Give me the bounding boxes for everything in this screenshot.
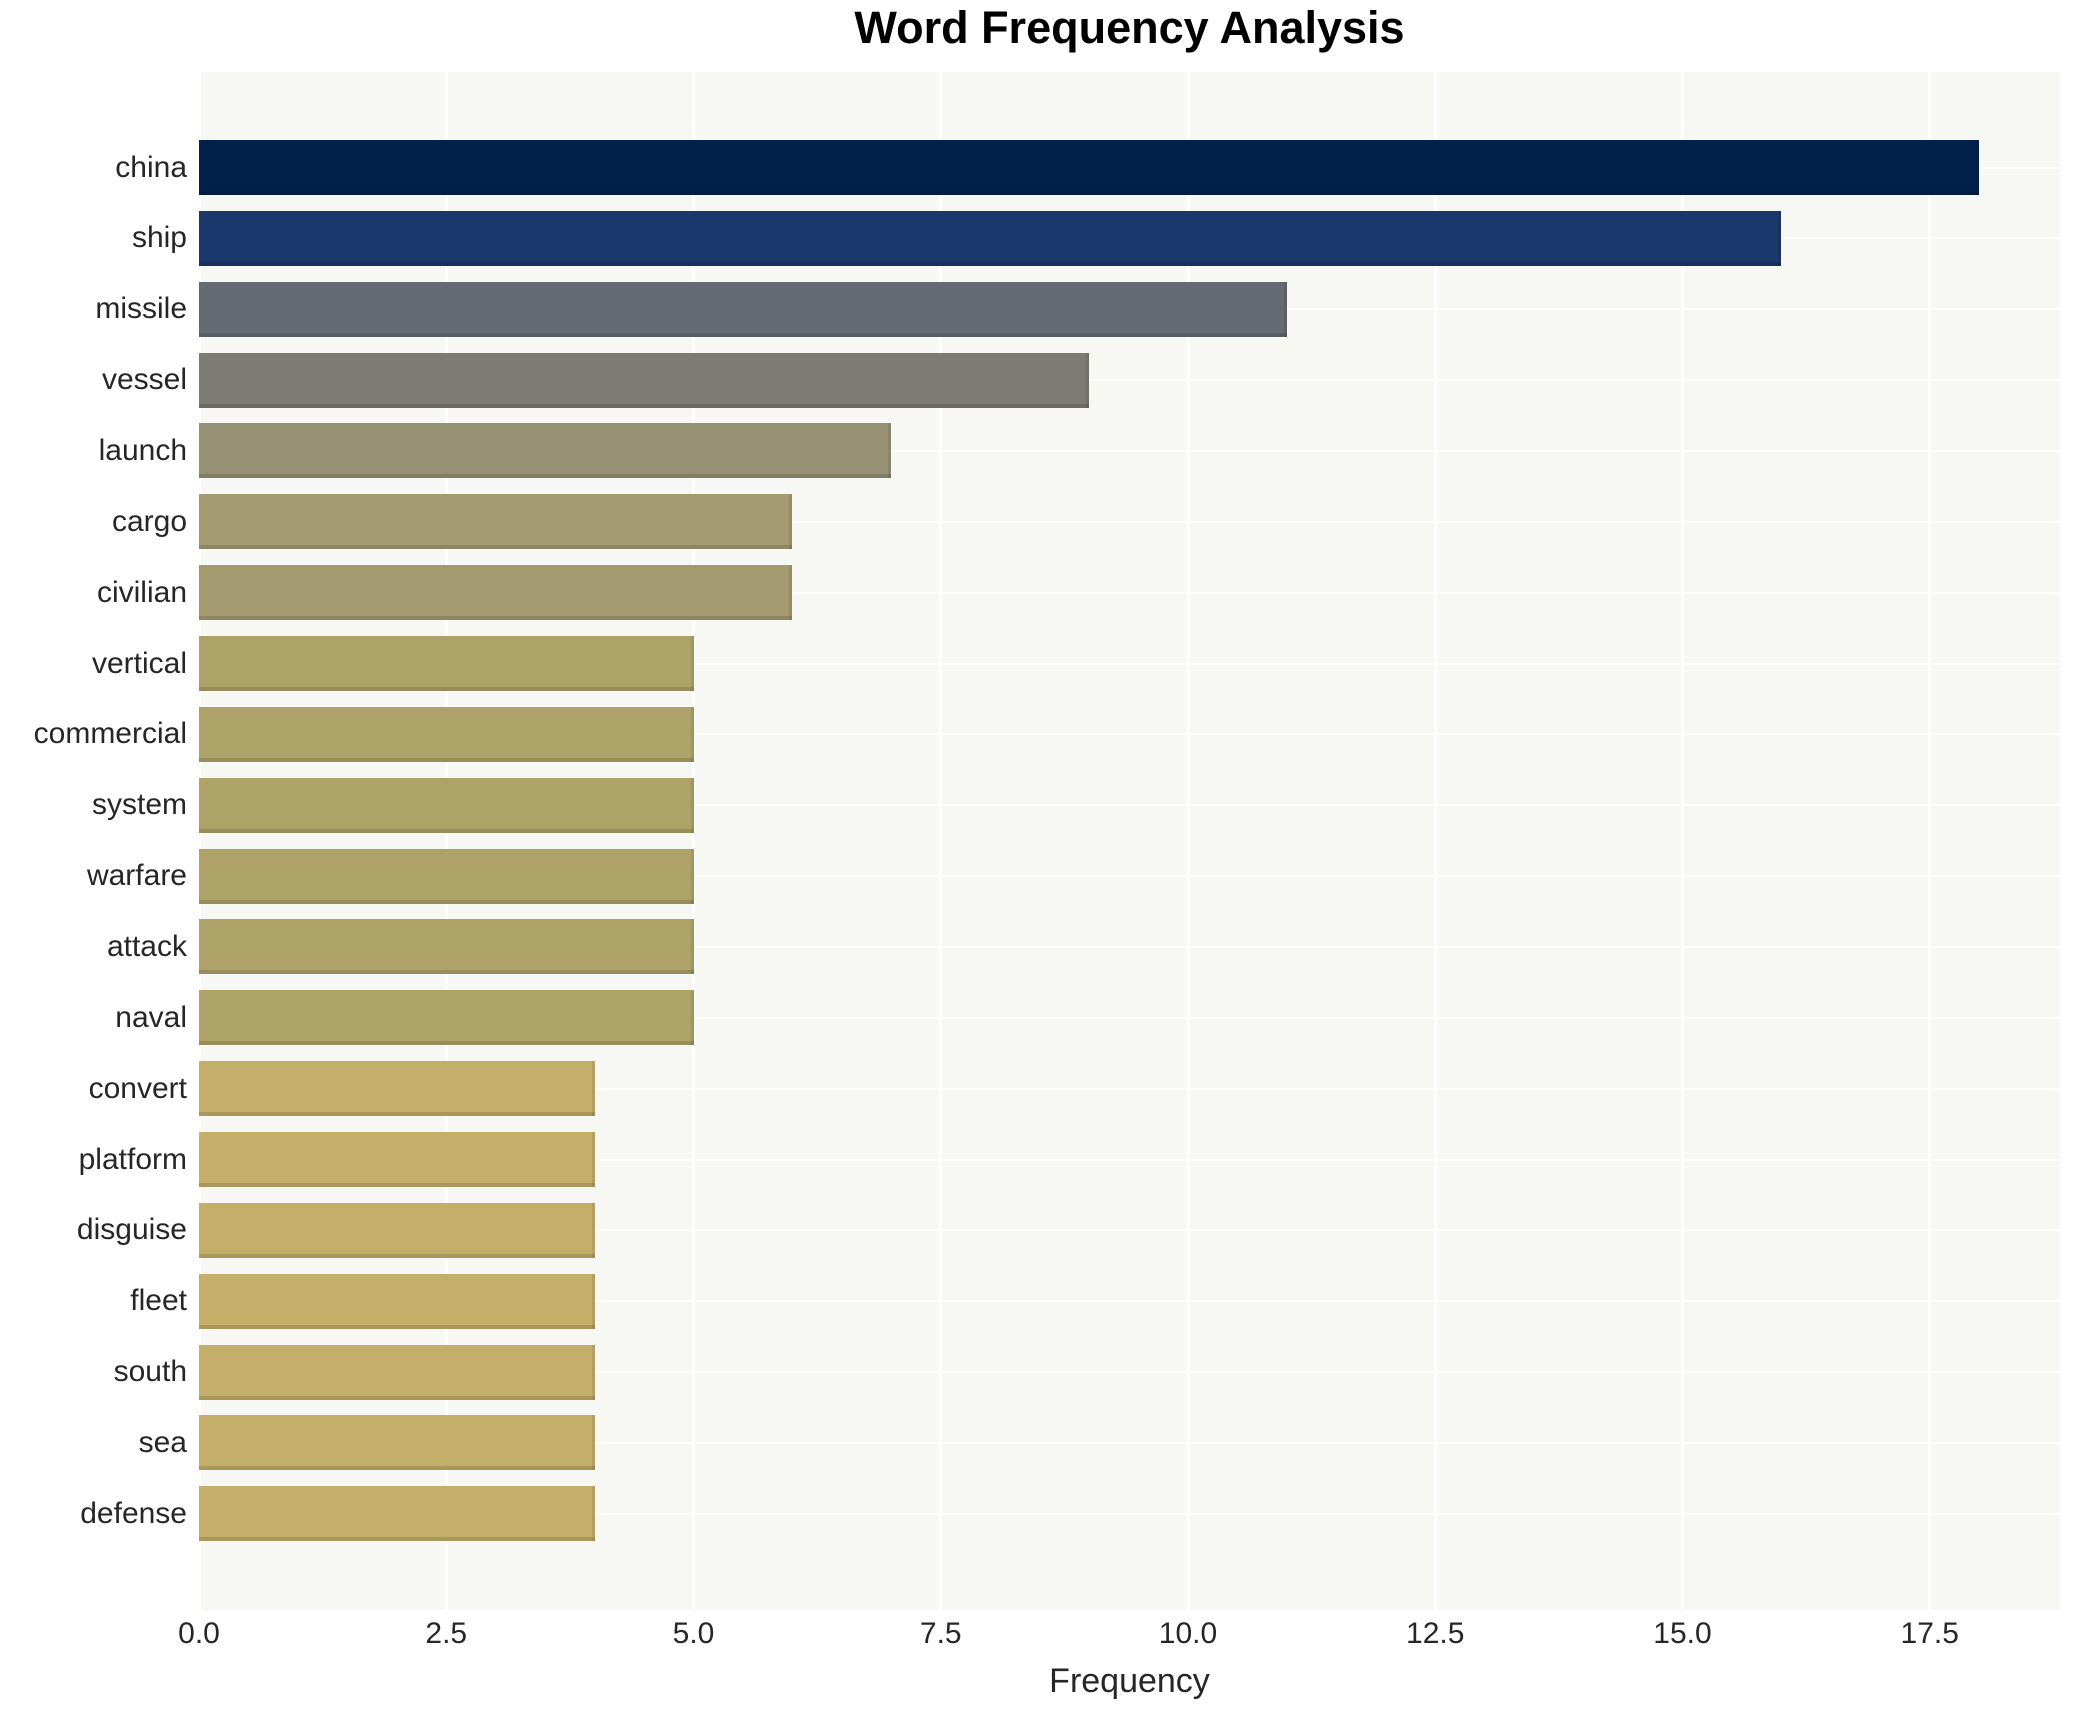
frequency-bar-south — [199, 1344, 595, 1400]
horizontal-gridline — [199, 1300, 2060, 1303]
x-tick-label-0.0: 0.0 — [178, 1617, 220, 1650]
frequency-bar-disguise — [199, 1202, 595, 1258]
category-label-sea: sea — [138, 1425, 187, 1459]
frequency-bar-defense — [199, 1486, 595, 1542]
horizontal-gridline — [199, 1441, 2060, 1444]
category-label-naval: naval — [115, 1000, 187, 1034]
vertical-gridline — [444, 72, 448, 1610]
category-label-fleet: fleet — [130, 1284, 187, 1318]
vertical-gridline — [1186, 72, 1190, 1610]
frequency-bar-launch — [199, 423, 892, 479]
category-label-defense: defense — [80, 1496, 187, 1530]
x-tick-label-17.5: 17.5 — [1900, 1617, 1959, 1650]
category-label-ship: ship — [131, 221, 187, 255]
category-label-south: south — [113, 1355, 187, 1389]
x-tick-label-2.5: 2.5 — [425, 1617, 468, 1650]
category-label-attack: attack — [106, 929, 187, 963]
frequency-bar-vertical — [199, 636, 694, 692]
x-axis-title: Frequency — [1049, 1662, 1210, 1700]
horizontal-gridline — [199, 875, 2060, 878]
x-tick-label-7.5: 7.5 — [919, 1617, 962, 1650]
horizontal-gridline — [199, 1229, 2060, 1232]
category-label-commercial: commercial — [33, 717, 187, 751]
category-label-vertical: vertical — [91, 646, 187, 680]
frequency-bar-naval — [199, 990, 694, 1046]
frequency-bar-civilian — [199, 565, 793, 621]
category-label-disguise: disguise — [76, 1213, 187, 1247]
horizontal-gridline — [199, 1371, 2060, 1374]
plot-area — [197, 72, 2060, 1610]
category-label-platform: platform — [78, 1142, 187, 1176]
horizontal-gridline — [199, 804, 2060, 807]
frequency-bar-cargo — [199, 494, 793, 550]
vertical-gridline — [692, 72, 695, 1610]
horizontal-gridline — [199, 945, 2060, 948]
chart-title: Word Frequency Analysis — [854, 2, 1405, 53]
category-label-missile: missile — [95, 292, 187, 326]
vertical-gridline — [939, 72, 943, 1610]
horizontal-gridline — [199, 591, 2060, 594]
vertical-gridline — [1681, 72, 1684, 1610]
frequency-bar-convert — [199, 1061, 595, 1117]
frequency-bar-fleet — [199, 1273, 595, 1329]
category-label-system: system — [91, 788, 187, 822]
category-label-china: china — [115, 150, 187, 184]
horizontal-gridline — [199, 1087, 2060, 1090]
vertical-gridline — [1433, 72, 1437, 1610]
horizontal-gridline — [199, 662, 2060, 665]
horizontal-gridline — [199, 733, 2060, 736]
frequency-bar-china — [199, 140, 1980, 195]
x-tick-label-5.0: 5.0 — [672, 1617, 715, 1650]
vertical-gridline — [197, 72, 201, 1610]
vertical-gridline — [1928, 72, 1932, 1610]
category-label-vessel: vessel — [101, 363, 187, 397]
horizontal-gridline — [199, 1016, 2060, 1019]
frequency-bar-platform — [199, 1132, 595, 1188]
horizontal-gridline — [199, 1512, 2060, 1515]
x-tick-label-15.0: 15.0 — [1653, 1617, 1712, 1650]
frequency-bar-system — [199, 777, 694, 833]
horizontal-gridline — [199, 1158, 2060, 1161]
frequency-bar-ship — [199, 210, 1782, 266]
category-label-civilian: civilian — [96, 575, 187, 609]
frequency-bar-warfare — [199, 848, 694, 904]
frequency-bar-sea — [199, 1415, 595, 1471]
frequency-bar-missile — [199, 281, 1287, 337]
category-label-convert: convert — [88, 1071, 187, 1105]
category-label-warfare: warfare — [86, 859, 187, 893]
category-label-launch: launch — [98, 433, 187, 467]
x-tick-label-12.5: 12.5 — [1406, 1617, 1465, 1650]
x-tick-label-10.0: 10.0 — [1158, 1617, 1218, 1650]
frequency-bar-vessel — [199, 352, 1090, 408]
horizontal-gridline — [199, 520, 2060, 523]
horizontal-gridline — [199, 449, 2060, 452]
frequency-bar-attack — [199, 919, 694, 975]
horizontal-gridline — [199, 379, 2060, 382]
frequency-bar-commercial — [199, 706, 694, 762]
category-label-cargo: cargo — [111, 504, 187, 538]
